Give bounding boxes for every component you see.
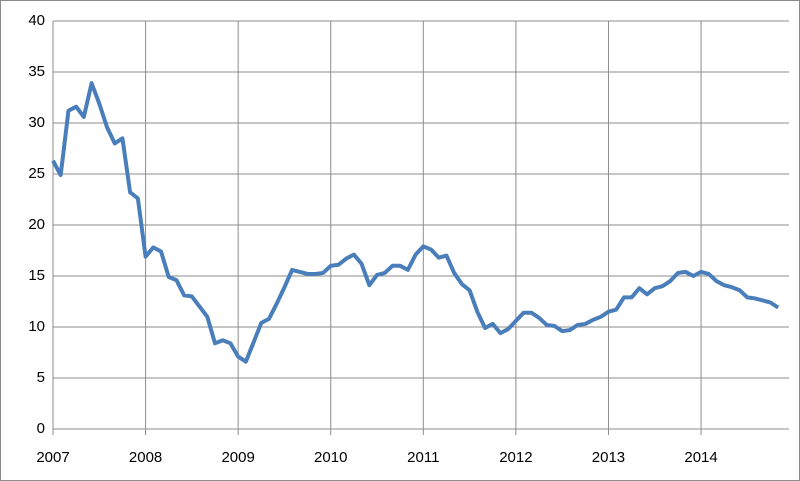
y-tick-label: 35	[28, 63, 45, 80]
y-tick-label: 10	[28, 318, 45, 335]
y-tick-label: 30	[28, 114, 45, 131]
x-tick-label: 2009	[221, 449, 254, 466]
y-tick-label: 40	[28, 12, 45, 29]
x-tick-label: 2011	[407, 449, 439, 466]
x-tick-label: 2010	[314, 449, 347, 466]
x-tick-label: 2013	[592, 449, 625, 466]
x-tick-label: 2014	[684, 449, 717, 466]
y-tick-label: 25	[28, 165, 45, 182]
x-tick-label: 2007	[36, 449, 69, 466]
y-tick-label: 20	[28, 216, 45, 233]
data-line	[51, 81, 780, 364]
x-tick-label: 2008	[129, 449, 162, 466]
x-tick-label: 2012	[499, 449, 532, 466]
y-tick-label: 0	[37, 420, 45, 437]
y-tick-label: 5	[37, 369, 45, 386]
y-tick-label: 15	[28, 267, 45, 284]
